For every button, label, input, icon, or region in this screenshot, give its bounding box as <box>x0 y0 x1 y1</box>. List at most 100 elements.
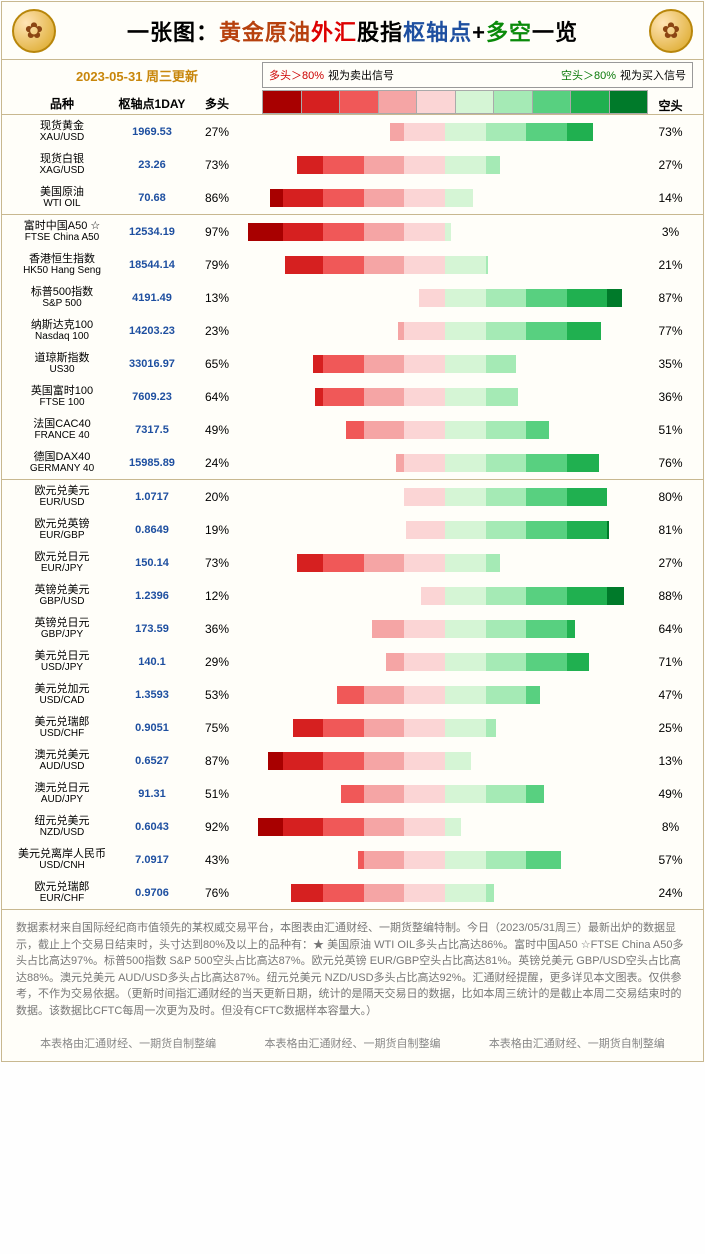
name-en: EUR/GBP <box>12 530 112 541</box>
bar-short-seg <box>486 123 527 141</box>
table-row: 英国富时100FTSE 1007609.2364%36% <box>2 380 703 413</box>
bar-short-seg <box>486 322 527 340</box>
sentiment-bar <box>242 851 648 869</box>
scale-cell <box>340 90 379 114</box>
chart-container: 一张图：黄金原油外汇股指枢轴点+多空一览 2023-05-31 周三更新 多头＞… <box>1 1 704 1062</box>
title-p2: 外汇 <box>311 20 357 45</box>
data-body: 现货黄金XAU/USD1969.5327%73%现货白银XAG/USD23.26… <box>2 114 703 909</box>
name-cn: 欧元兑英镑 <box>12 518 112 530</box>
bar-short-seg <box>486 587 527 605</box>
name-en: XAU/USD <box>12 132 112 143</box>
sentiment-bar <box>242 686 648 704</box>
pivot-value: 18544.14 <box>112 259 192 271</box>
bar-long-seg <box>323 355 364 373</box>
bar-short-seg <box>607 521 609 539</box>
sentiment-bar <box>242 587 648 605</box>
bar-long-seg <box>404 156 445 174</box>
bar-long-seg <box>364 388 405 406</box>
long-pct: 73% <box>192 556 242 570</box>
instrument-name: 德国DAX40GERMANY 40 <box>12 451 112 474</box>
bar-short-seg <box>486 388 518 406</box>
long-pct: 76% <box>192 886 242 900</box>
bar-short-seg <box>486 554 500 572</box>
name-en: FRANCE 40 <box>12 430 112 441</box>
sentiment-bar <box>242 189 648 207</box>
name-cn: 标普500指数 <box>12 286 112 298</box>
bar-long-seg <box>364 851 405 869</box>
bar-long-seg <box>258 818 282 836</box>
sentiment-bar <box>242 322 648 340</box>
bar-short-seg <box>526 421 548 439</box>
bar-long-seg <box>404 488 445 506</box>
bar-short-seg <box>486 686 527 704</box>
name-en: USD/JPY <box>12 662 112 673</box>
pivot-value: 150.14 <box>112 557 192 569</box>
bar-long-seg <box>404 388 445 406</box>
pivot-value: 12534.19 <box>112 226 192 238</box>
bar-long-seg <box>291 884 323 902</box>
long-pct: 97% <box>192 225 242 239</box>
table-row: 美元兑加元USD/CAD1.359353%47% <box>2 678 703 711</box>
bar-long-seg <box>404 686 445 704</box>
bar-long-seg <box>364 818 405 836</box>
short-pct: 51% <box>648 423 693 437</box>
bar-long-seg <box>364 752 405 770</box>
pivot-value: 15985.89 <box>112 457 192 469</box>
bar-short-seg <box>526 785 544 803</box>
long-pct: 65% <box>192 357 242 371</box>
bar-short-seg <box>445 156 486 174</box>
name-cn: 英镑兑美元 <box>12 584 112 596</box>
header-row-left: 品种 枢轴点1DAY 多头 <box>2 92 262 114</box>
name-en: FTSE 100 <box>12 397 112 408</box>
bar-short-seg <box>486 355 516 373</box>
color-scale <box>262 90 648 114</box>
bar-short-seg <box>445 521 486 539</box>
name-cn: 欧元兑瑞郎 <box>12 881 112 893</box>
name-cn: 纽元兑美元 <box>12 815 112 827</box>
short-pct: 64% <box>648 622 693 636</box>
sentiment-bar <box>242 554 648 572</box>
pivot-value: 7317.5 <box>112 424 192 436</box>
bar-short-seg <box>445 454 486 472</box>
short-pct: 13% <box>648 754 693 768</box>
long-pct: 19% <box>192 523 242 537</box>
long-pct: 79% <box>192 258 242 272</box>
sentiment-bar <box>242 223 648 241</box>
instrument-name: 欧元兑美元EUR/USD <box>12 485 112 508</box>
name-cn: 美元兑加元 <box>12 683 112 695</box>
name-en: US30 <box>12 364 112 375</box>
sentiment-bar <box>242 752 648 770</box>
name-en: HK50 Hang Seng <box>12 265 112 276</box>
sentiment-bar <box>242 156 648 174</box>
bar-long-seg <box>358 851 364 869</box>
long-pct: 29% <box>192 655 242 669</box>
name-en: S&P 500 <box>12 298 112 309</box>
bar-long-seg <box>323 223 364 241</box>
table-row: 欧元兑英镑EUR/GBP0.864919%81% <box>2 513 703 546</box>
col-header-long: 多头 <box>192 95 242 112</box>
col-header-short: 空头 <box>648 97 693 114</box>
name-en: USD/CAD <box>12 695 112 706</box>
bar-short-seg <box>445 554 486 572</box>
group: 富时中国A50 ☆FTSE China A5012534.1997%3%香港恒生… <box>2 214 703 479</box>
table-row: 欧元兑美元EUR/USD1.071720%80% <box>2 480 703 513</box>
scale-cell <box>533 90 572 114</box>
scale-cell <box>417 90 456 114</box>
bar-long-seg <box>323 189 364 207</box>
bar-long-seg <box>404 851 445 869</box>
legend-sell-signal: 视为卖出信号 <box>328 67 394 83</box>
instrument-name: 香港恒生指数HK50 Hang Seng <box>12 253 112 276</box>
table-row: 美元兑离岸人民币USD/CNH7.091743%57% <box>2 843 703 876</box>
bar-short-seg <box>486 289 527 307</box>
bar-long-seg <box>283 818 324 836</box>
short-pct: 73% <box>648 125 693 139</box>
short-pct: 81% <box>648 523 693 537</box>
bar-short-seg <box>445 686 486 704</box>
pivot-value: 4191.49 <box>112 292 192 304</box>
short-pct: 88% <box>648 589 693 603</box>
short-pct: 3% <box>648 225 693 239</box>
pivot-value: 0.9051 <box>112 722 192 734</box>
sentiment-bar <box>242 884 648 902</box>
name-en: FTSE China A50 <box>12 232 112 243</box>
bar-short-seg <box>567 521 608 539</box>
